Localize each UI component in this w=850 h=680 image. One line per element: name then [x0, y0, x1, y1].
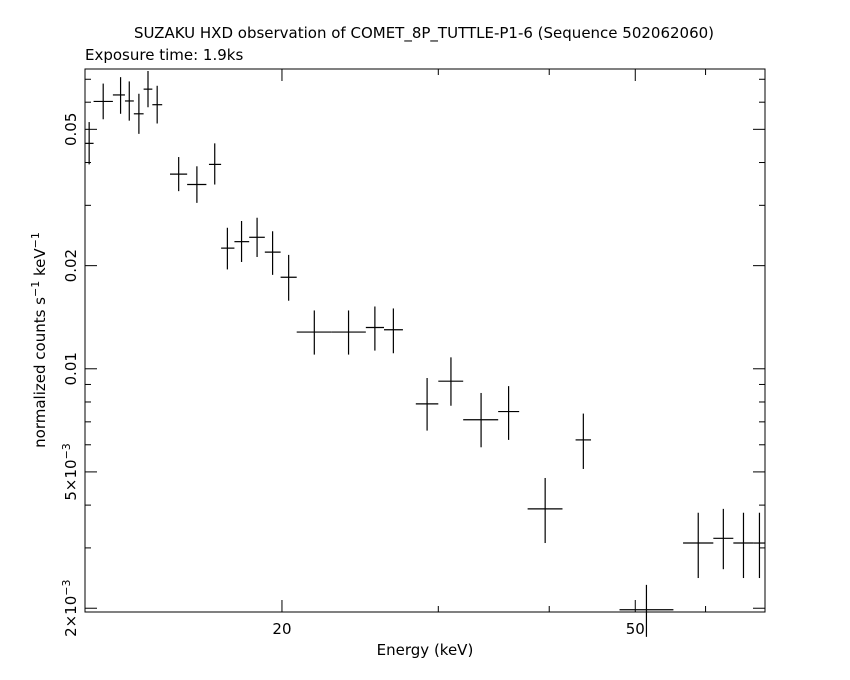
y-axis-label-exp1: −1	[29, 281, 42, 297]
plot-frame	[84, 68, 766, 613]
data-point	[152, 85, 163, 124]
y-axis-label-main: normalized counts s	[31, 297, 49, 448]
data-point	[112, 77, 125, 114]
data-point	[384, 308, 403, 354]
data-point	[498, 386, 520, 440]
data-point	[221, 227, 235, 270]
data-point	[331, 310, 366, 355]
data-point	[93, 83, 113, 120]
data-point	[296, 310, 332, 355]
data-point	[753, 512, 765, 579]
data-point	[683, 512, 714, 579]
x-tick-labels: 20 50	[272, 620, 644, 638]
data-point	[280, 254, 297, 301]
data-points	[85, 70, 765, 637]
data-point	[234, 221, 250, 262]
y-axis-label-exp2: −1	[29, 232, 42, 248]
data-point	[733, 512, 754, 579]
y-tick-label-exponent: −3	[60, 443, 73, 459]
y-tick-label: 2×10−3	[60, 580, 81, 637]
data-point	[264, 231, 281, 275]
y-tick-label: 0.01	[62, 352, 80, 385]
data-point	[124, 81, 134, 121]
chart-title: SUZAKU HXD observation of COMET_8P_TUTTL…	[134, 24, 714, 43]
chart-subtitle: Exposure time: 1.9ks	[85, 46, 243, 64]
x-tick-label: 20	[272, 620, 291, 638]
y-tick-label-base: 0.05	[62, 113, 80, 146]
axis-ticks	[85, 69, 766, 612]
data-point	[438, 357, 464, 406]
x-axis-label: Energy (keV)	[377, 641, 474, 659]
data-point	[575, 413, 592, 469]
data-point	[619, 584, 674, 637]
data-point	[187, 166, 207, 203]
data-point	[170, 157, 188, 192]
y-axis-label-keV: keV	[31, 248, 49, 281]
y-axis-label: normalized counts s−1 keV−1	[29, 232, 50, 448]
y-tick-label: 0.05	[62, 113, 80, 146]
data-point	[713, 508, 734, 570]
y-tick-labels: 2×10−35×10−30.010.020.05	[60, 113, 81, 637]
y-tick-label-base: 0.02	[62, 249, 80, 282]
y-tick-label: 0.02	[62, 249, 80, 282]
y-tick-label: 5×10−3	[60, 443, 81, 500]
y-tick-label-base: 0.01	[62, 352, 80, 385]
data-point	[208, 143, 222, 185]
data-point	[85, 122, 94, 165]
y-tick-label-exponent: −3	[60, 580, 73, 596]
data-point	[463, 392, 499, 448]
y-tick-label-base: 2×10	[62, 596, 80, 637]
data-point	[249, 217, 265, 257]
data-point	[143, 70, 153, 108]
x-tick-label: 50	[626, 620, 645, 638]
y-tick-label-base: 5×10	[62, 459, 80, 500]
data-point	[365, 306, 385, 351]
data-point	[133, 93, 144, 134]
data-point	[527, 477, 563, 544]
data-point	[415, 377, 439, 431]
